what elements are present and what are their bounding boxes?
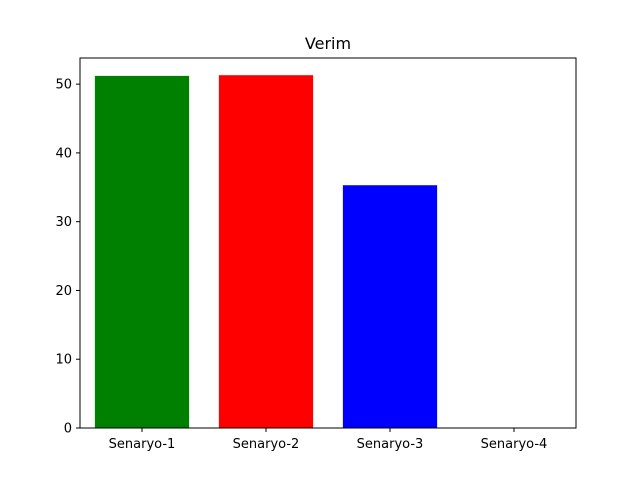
bar-1 [94,75,190,428]
bars-layer [94,75,438,429]
x-tick-label-1: Senaryo-1 [109,437,176,452]
y-tick-label-40: 40 [55,146,72,161]
plot-area-frame [79,57,577,429]
chart-title: Verim [305,34,351,53]
x-axis-ticks: Senaryo-1 Senaryo-2 Senaryo-3 Senaryo-4 [109,428,548,452]
bar-3 [342,185,438,428]
y-tick-label-30: 30 [55,215,72,230]
x-tick-label-2: Senaryo-2 [233,437,300,452]
y-tick-label-10: 10 [55,353,72,368]
y-axis-ticks: 0 10 20 30 40 50 [55,78,80,437]
x-tick-label-4: Senaryo-4 [481,437,548,452]
x-tick-label-3: Senaryo-3 [357,437,424,452]
y-tick-label-0: 0 [64,422,72,437]
y-tick-label-20: 20 [55,284,72,299]
y-tick-label-50: 50 [55,78,72,93]
bar-2 [218,75,314,429]
